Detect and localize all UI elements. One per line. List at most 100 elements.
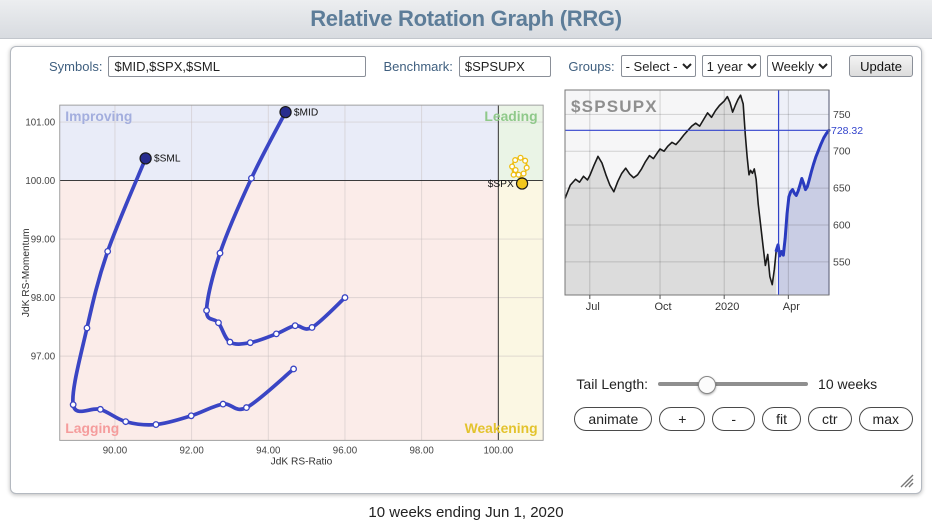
content-area: Improving Leading Lagging Weakening 90.00 92.… bbox=[19, 83, 913, 481]
x-tick-label: 100.00 bbox=[483, 445, 513, 456]
x-tick-label: 92.00 bbox=[179, 445, 204, 456]
tail-point bbox=[246, 339, 254, 347]
titlebar: Relative Rotation Graph (RRG) bbox=[0, 0, 932, 39]
y-tick-label: 100.00 bbox=[25, 176, 55, 187]
price-tick-label: 550 bbox=[833, 256, 851, 268]
tail-point bbox=[308, 324, 316, 331]
zoom-in-button[interactable]: + bbox=[659, 407, 706, 431]
tail-point bbox=[226, 338, 234, 346]
tail-point bbox=[523, 164, 530, 171]
footer-caption: 10 weeks ending Jun 1, 2020 bbox=[368, 504, 564, 521]
benchmark-input[interactable] bbox=[458, 55, 551, 77]
quadrant-label-weakening: Weakening bbox=[465, 420, 538, 436]
tail-point bbox=[243, 404, 250, 412]
max-button[interactable]: max bbox=[858, 407, 913, 431]
head-marker-$SPX[interactable] bbox=[515, 177, 529, 190]
animate-button[interactable]: animate bbox=[574, 407, 653, 431]
tail-point bbox=[517, 154, 524, 161]
tail-length-slider[interactable] bbox=[658, 375, 809, 394]
tail-point bbox=[512, 157, 519, 164]
recent-price-line bbox=[775, 128, 831, 258]
quadrant-lagging bbox=[59, 180, 499, 441]
quadrant-label-leading: Leading bbox=[484, 108, 537, 124]
tail-point bbox=[522, 157, 529, 164]
slider-track[interactable] bbox=[658, 382, 809, 386]
x-tick-label: 98.00 bbox=[409, 445, 434, 456]
period-select[interactable]: 1 year bbox=[701, 55, 761, 77]
page-title: Relative Rotation Graph (RRG) bbox=[310, 6, 622, 31]
benchmark-label: Benchmark: bbox=[383, 58, 453, 74]
date-tick-label: 2020 bbox=[715, 301, 739, 313]
price-tick-label: 750 bbox=[833, 109, 851, 121]
tail-point bbox=[272, 330, 280, 338]
toolbar: Symbols: Benchmark: Groups: - Select - 1… bbox=[49, 55, 914, 77]
last-price-label: 728.32 bbox=[831, 125, 863, 137]
tail-point bbox=[187, 412, 195, 420]
symbols-input[interactable] bbox=[108, 55, 366, 77]
price-tick-label: 600 bbox=[833, 219, 851, 231]
slider-thumb[interactable] bbox=[698, 376, 717, 394]
tail-length-row: Tail Length: 10 weeks bbox=[562, 375, 913, 394]
benchmark-symbol-label: $SPSUPX bbox=[571, 97, 658, 116]
fit-button[interactable]: fit bbox=[762, 407, 801, 431]
tail-point bbox=[341, 294, 349, 302]
tail-point bbox=[69, 401, 77, 409]
date-tick-label: Oct bbox=[655, 301, 672, 313]
tail-length-label: Tail Length: bbox=[576, 376, 649, 392]
tail-point bbox=[203, 307, 210, 314]
head-marker-$MID[interactable] bbox=[279, 105, 292, 119]
y-tick-label: 98.00 bbox=[31, 293, 56, 304]
tail-point bbox=[509, 163, 516, 170]
tail-point bbox=[219, 400, 227, 408]
tail-point bbox=[152, 421, 160, 428]
zoom-out-button[interactable]: - bbox=[712, 407, 756, 431]
chart-buttons-row: animate + - fit ctr max bbox=[562, 407, 913, 431]
x-tick-label: 90.00 bbox=[103, 445, 128, 456]
price-history-area bbox=[565, 95, 777, 296]
right-column: $SPSUPX 550 600 650 700 750 728.32 Jul Oct 2020 Ap… bbox=[562, 83, 913, 481]
quadrant-label-improving: Improving bbox=[65, 108, 132, 124]
benchmark-chart: $SPSUPX 550 600 650 700 750 728.32 Jul Oct 2020 Ap… bbox=[564, 89, 864, 313]
ctr-button[interactable]: ctr bbox=[807, 407, 852, 431]
quadrant-weakening bbox=[498, 180, 544, 441]
tail-$SML bbox=[71, 156, 296, 427]
groups-label: Groups: bbox=[568, 58, 615, 74]
tail-point bbox=[104, 247, 112, 255]
y-tick-label: 99.00 bbox=[31, 234, 56, 245]
y-axis-title: JdK RS-Momentum bbox=[21, 228, 32, 317]
resize-handle-icon[interactable] bbox=[900, 474, 914, 488]
tail-point bbox=[216, 249, 224, 257]
tail-length-value: 10 weeks bbox=[818, 376, 878, 392]
symbol-label-$SML: $SML bbox=[154, 154, 181, 165]
date-tick-label: Apr bbox=[783, 301, 800, 313]
main-panel: Symbols: Benchmark: Groups: - Select - 1… bbox=[10, 46, 922, 494]
frequency-select[interactable]: Weekly bbox=[766, 55, 832, 77]
x-tick-label: 96.00 bbox=[333, 445, 358, 456]
tail-point bbox=[83, 324, 91, 332]
head-marker-$SML[interactable] bbox=[139, 152, 152, 165]
x-axis-title: JdK RS-Ratio bbox=[271, 456, 333, 467]
quadrant-label-lagging: Lagging bbox=[65, 420, 119, 436]
rrg-chart[interactable]: Improving Leading Lagging Weakening 90.00 92.… bbox=[19, 83, 552, 481]
symbol-label-$SPX: $SPX bbox=[488, 179, 514, 190]
groups-select[interactable]: - Select - bbox=[620, 55, 696, 77]
tail-point bbox=[247, 174, 255, 182]
symbol-label-$MID: $MID bbox=[294, 107, 318, 118]
update-button[interactable]: Update bbox=[849, 55, 914, 77]
tail-point bbox=[515, 171, 522, 178]
tail-point bbox=[122, 418, 130, 426]
x-tick-label: 94.00 bbox=[256, 445, 281, 456]
symbols-label: Symbols: bbox=[49, 58, 103, 74]
y-tick-label: 97.00 bbox=[31, 351, 56, 362]
tail-point bbox=[215, 319, 222, 327]
tail-point bbox=[291, 322, 299, 330]
tail-point bbox=[512, 167, 519, 174]
date-tick-label: Jul bbox=[586, 301, 600, 313]
recent-area bbox=[780, 130, 830, 295]
quadrant-leading bbox=[498, 105, 544, 181]
price-tick-label: 650 bbox=[833, 183, 851, 195]
tail-point bbox=[96, 405, 104, 413]
price-tick-label: 700 bbox=[833, 146, 851, 158]
quadrant-improving bbox=[59, 105, 499, 181]
y-tick-label: 101.00 bbox=[25, 117, 55, 128]
